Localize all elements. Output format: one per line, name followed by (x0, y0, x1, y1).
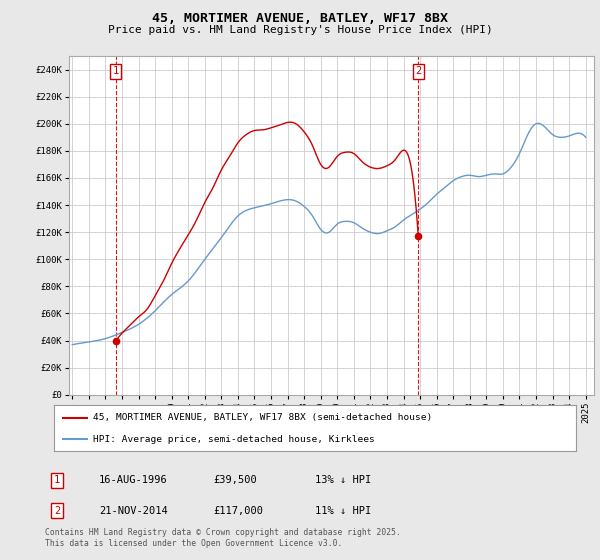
Text: Contains HM Land Registry data © Crown copyright and database right 2025.
This d: Contains HM Land Registry data © Crown c… (45, 528, 401, 548)
Text: 45, MORTIMER AVENUE, BATLEY, WF17 8BX: 45, MORTIMER AVENUE, BATLEY, WF17 8BX (152, 12, 448, 25)
Text: Price paid vs. HM Land Registry's House Price Index (HPI): Price paid vs. HM Land Registry's House … (107, 25, 493, 35)
Text: 2: 2 (54, 506, 60, 516)
Text: £39,500: £39,500 (213, 475, 257, 486)
Text: 11% ↓ HPI: 11% ↓ HPI (315, 506, 371, 516)
Text: £117,000: £117,000 (213, 506, 263, 516)
Text: HPI: Average price, semi-detached house, Kirklees: HPI: Average price, semi-detached house,… (93, 435, 375, 444)
Text: 1: 1 (113, 66, 119, 76)
Text: 1: 1 (54, 475, 60, 486)
Text: 13% ↓ HPI: 13% ↓ HPI (315, 475, 371, 486)
Text: 16-AUG-1996: 16-AUG-1996 (99, 475, 168, 486)
Text: 45, MORTIMER AVENUE, BATLEY, WF17 8BX (semi-detached house): 45, MORTIMER AVENUE, BATLEY, WF17 8BX (s… (93, 413, 433, 422)
Text: 2: 2 (415, 66, 421, 76)
Text: 21-NOV-2014: 21-NOV-2014 (99, 506, 168, 516)
